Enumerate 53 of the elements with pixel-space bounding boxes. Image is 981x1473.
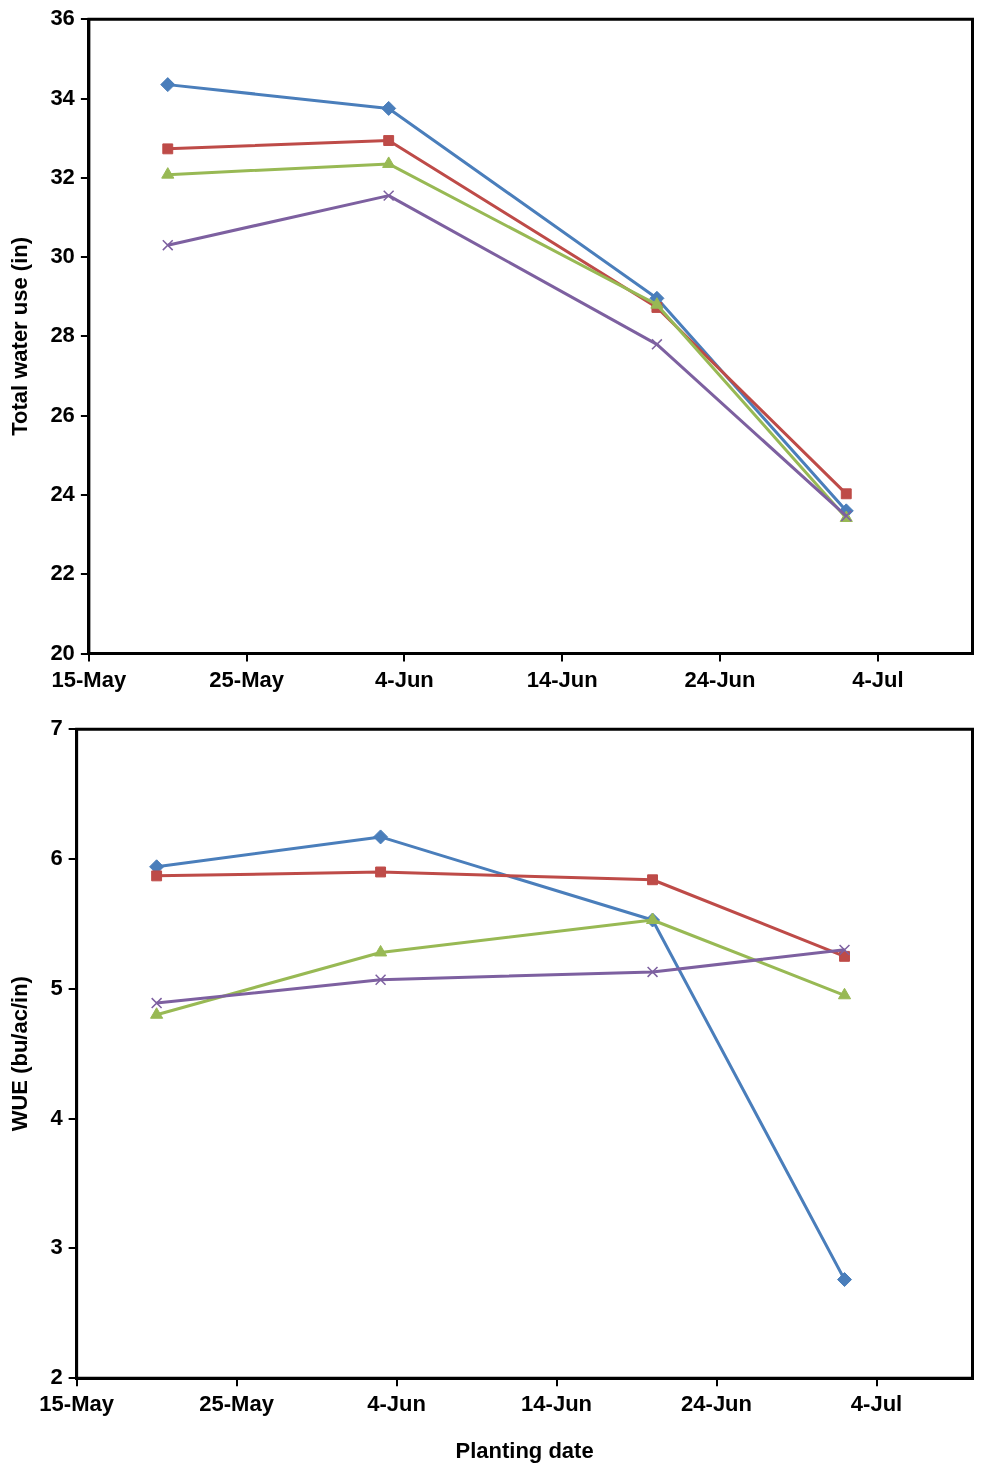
y-tick-label: 28	[50, 322, 75, 348]
x-tick-label: 4-Jul	[852, 666, 904, 692]
point	[647, 874, 658, 886]
point	[160, 77, 176, 93]
x-tick-label: 24-Jun	[681, 1391, 752, 1417]
y-tick-label: 4	[50, 1104, 64, 1130]
point	[373, 829, 389, 845]
point	[382, 189, 395, 202]
point	[837, 1272, 853, 1288]
point	[383, 135, 395, 146]
point	[374, 944, 388, 957]
y-tick-label: 5	[50, 974, 63, 1000]
point	[840, 488, 852, 500]
point	[375, 866, 387, 878]
x-tick-label: 14-Jun	[526, 666, 598, 692]
point	[161, 167, 175, 179]
x-tick-label: 24-Jun	[684, 666, 756, 692]
y-tick-label: 20	[50, 639, 75, 665]
y-axis-title: WUE (bu/ac/in)	[7, 976, 33, 1132]
y-tick-label: 2	[50, 1364, 63, 1390]
x-tick-label: 25-May	[199, 1391, 275, 1417]
x-tick-label: 15-May	[51, 666, 127, 692]
point	[838, 944, 851, 956]
y-tick-label: 30	[50, 243, 75, 269]
point	[651, 338, 663, 351]
x-tick-label: 14-Jun	[521, 1391, 593, 1417]
x-axis-title: Planting date	[455, 1437, 594, 1463]
point	[646, 966, 659, 978]
y-tick-label: 26	[50, 401, 75, 427]
y-tick-label: 34	[50, 84, 76, 110]
point	[150, 1007, 164, 1019]
y-tick-label: 22	[50, 560, 75, 586]
x-tick-label: 4-Jun	[375, 666, 434, 692]
point	[381, 100, 397, 116]
point	[837, 987, 852, 1000]
y-tick-label: 6	[50, 845, 63, 871]
x-tick-label: 15-May	[39, 1391, 115, 1417]
y-tick-label: 24	[50, 481, 76, 507]
y-axis-title: Total water use (in)	[7, 236, 33, 436]
x-tick-label: 4-Jul	[850, 1391, 903, 1417]
point	[162, 239, 174, 251]
point	[374, 974, 387, 986]
y-tick-label: 3	[50, 1234, 63, 1260]
point	[162, 143, 174, 155]
x-tick-label: 4-Jun	[367, 1391, 426, 1417]
point	[150, 997, 163, 1009]
point	[382, 156, 396, 168]
point	[151, 870, 163, 882]
y-tick-label: 7	[50, 715, 63, 741]
point	[650, 297, 664, 309]
y-tick-label: 32	[50, 163, 75, 189]
x-tick-label: 25-May	[209, 666, 285, 692]
y-tick-label: 36	[50, 5, 75, 31]
